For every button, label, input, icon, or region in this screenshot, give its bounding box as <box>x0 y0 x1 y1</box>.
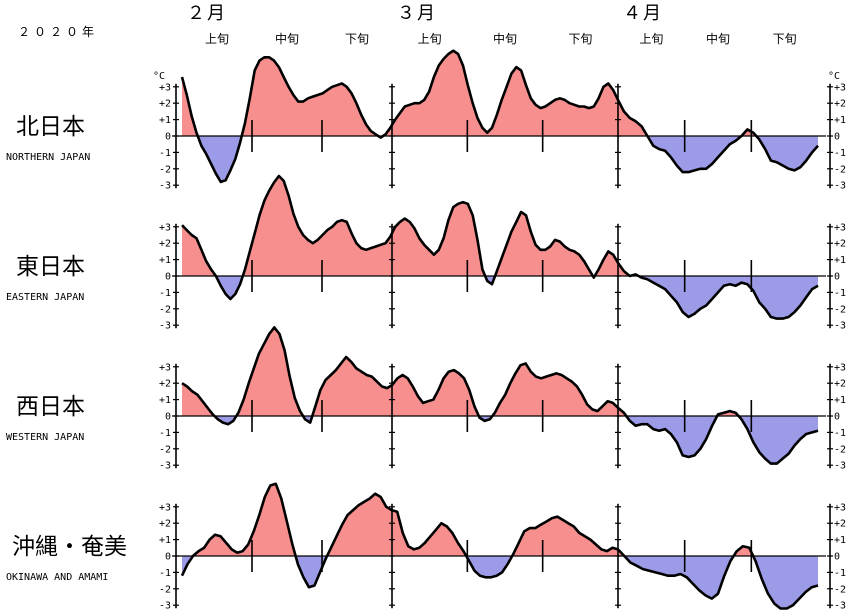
y-tick-label-right: 0 <box>834 412 840 423</box>
y-tick-label-left: -2 <box>159 304 171 315</box>
dekad-label: 上旬 <box>205 32 229 46</box>
region-name-jp: 沖縄・奄美 <box>12 534 127 560</box>
positive-anomaly-area <box>182 50 818 136</box>
y-tick-label-right: -3 <box>834 601 846 612</box>
region-name-en: EASTERN JAPAN <box>6 292 84 303</box>
positive-anomaly-area <box>182 483 818 556</box>
dekad-label: 中旬 <box>275 31 299 46</box>
y-tick-label-right: 0 <box>834 132 840 143</box>
dekad-label: 上旬 <box>418 32 442 46</box>
dekad-label: 中旬 <box>706 31 730 46</box>
y-tick-label-left: 0 <box>165 552 171 563</box>
month-label: ３月 <box>397 3 437 24</box>
positive-anomaly-area <box>182 327 818 416</box>
y-tick-label-right: 0 <box>834 272 840 283</box>
month-label: ２月 <box>187 3 227 24</box>
y-tick-label-left: -3 <box>159 601 171 612</box>
region-name-en: OKINAWA AND AMAMI <box>6 572 108 583</box>
dekad-label: 下旬 <box>345 32 369 46</box>
y-tick-label-left: +2 <box>159 239 171 250</box>
negative-anomaly-area <box>182 556 818 609</box>
region-name-jp: 東日本 <box>16 254 85 280</box>
region-panel: +3 +3 +2 +2 +1 +1 0 0 -1 -1 -2 -2 -3 -3 沖縄・奄美 OKINAWA A… <box>6 482 846 612</box>
positive-anomaly-area <box>182 176 818 276</box>
region-panel: +3 +3 +2 +2 +1 +1 0 0 -1 -1 -2 -2 -3 -3 西日本 WESTERN JAP… <box>6 326 846 472</box>
y-tick-label-right: -3 <box>834 461 846 472</box>
y-tick-label-left: -2 <box>159 164 171 175</box>
y-tick-label-left: +3 <box>159 502 171 513</box>
y-tick-label-left: -3 <box>159 461 171 472</box>
y-tick-label-left: +1 <box>159 535 171 546</box>
y-tick-label-right: +1 <box>834 115 846 126</box>
region-panels: +3 +3 +2 +2 +1 +1 0 0 -1 -1 -2 -2 -3 -3 °C °C 北日本 NORTHER… <box>6 49 846 612</box>
y-tick-label-left: 0 <box>165 412 171 423</box>
region-panel: +3 +3 +2 +2 +1 +1 0 0 -1 -1 -2 -2 -3 -3 °C °C 北日本 NORTHER… <box>6 49 846 192</box>
month-label: ４月 <box>623 3 663 24</box>
y-tick-label-right: +1 <box>834 535 846 546</box>
year-label: ２０２０年 <box>18 25 98 39</box>
y-tick-label-right: -1 <box>834 148 846 159</box>
region-name-jp: 西日本 <box>16 394 85 420</box>
anomaly-line <box>181 174 819 320</box>
anomaly-line <box>181 326 819 465</box>
y-tick-label-left: +1 <box>159 255 171 266</box>
region-name-en: WESTERN JAPAN <box>6 432 84 443</box>
y-tick-label-right: -1 <box>834 288 846 299</box>
y-tick-label-left: +3 <box>159 362 171 373</box>
y-tick-label-right: -1 <box>834 428 846 439</box>
dekad-label: 中旬 <box>493 31 517 46</box>
region-panel: +3 +3 +2 +2 +1 +1 0 0 -1 -1 -2 -2 -3 -3 東日本 EASTERN JAP… <box>6 174 846 332</box>
y-tick-label-right: -3 <box>834 321 846 332</box>
y-tick-label-right: -2 <box>834 304 846 315</box>
y-unit-label-right: °C <box>828 71 840 82</box>
y-tick-label-left: 0 <box>165 132 171 143</box>
y-tick-label-right: +3 <box>834 502 846 513</box>
region-name-en: NORTHERN JAPAN <box>6 152 90 163</box>
y-tick-label-right: +1 <box>834 255 846 266</box>
y-tick-label-right: +2 <box>834 379 846 390</box>
y-tick-label-left: 0 <box>165 272 171 283</box>
y-tick-label-right: -3 <box>834 181 846 192</box>
y-tick-label-right: 0 <box>834 552 840 563</box>
y-tick-label-left: +1 <box>159 395 171 406</box>
y-tick-label-right: +3 <box>834 362 846 373</box>
y-tick-label-left: -2 <box>159 584 171 595</box>
dekad-label: 下旬 <box>773 32 797 46</box>
dekad-label: 下旬 <box>568 32 592 46</box>
y-tick-label-left: -2 <box>159 444 171 455</box>
anomaly-line <box>180 482 819 610</box>
y-tick-label-right: -2 <box>834 444 846 455</box>
negative-anomaly-area <box>182 136 818 182</box>
y-tick-label-right: +1 <box>834 395 846 406</box>
y-tick-label-right: -2 <box>834 584 846 595</box>
negative-anomaly-area <box>182 276 818 319</box>
y-tick-label-left: +2 <box>159 379 171 390</box>
y-tick-label-left: +2 <box>159 99 171 110</box>
y-tick-label-left: +3 <box>159 82 171 93</box>
y-tick-label-left: -3 <box>159 181 171 192</box>
y-tick-label-left: -1 <box>159 148 171 159</box>
y-tick-label-right: -1 <box>834 568 846 579</box>
y-tick-label-right: -2 <box>834 164 846 175</box>
y-tick-label-left: +1 <box>159 115 171 126</box>
y-tick-label-right: +2 <box>834 99 846 110</box>
y-tick-label-left: -1 <box>159 568 171 579</box>
y-tick-label-left: -1 <box>159 428 171 439</box>
y-unit-label-left: °C <box>153 71 165 82</box>
negative-anomaly-area <box>182 416 818 464</box>
dekad-label: 上旬 <box>639 32 663 46</box>
region-name-jp: 北日本 <box>16 114 85 140</box>
y-tick-label-right: +3 <box>834 82 846 93</box>
anomaly-line <box>180 49 819 184</box>
y-tick-label-right: +2 <box>834 519 846 530</box>
y-tick-label-right: +3 <box>834 222 846 233</box>
y-tick-label-left: -1 <box>159 288 171 299</box>
y-tick-label-left: +2 <box>159 519 171 530</box>
y-tick-label-left: -3 <box>159 321 171 332</box>
y-tick-label-right: +2 <box>834 239 846 250</box>
y-tick-label-left: +3 <box>159 222 171 233</box>
